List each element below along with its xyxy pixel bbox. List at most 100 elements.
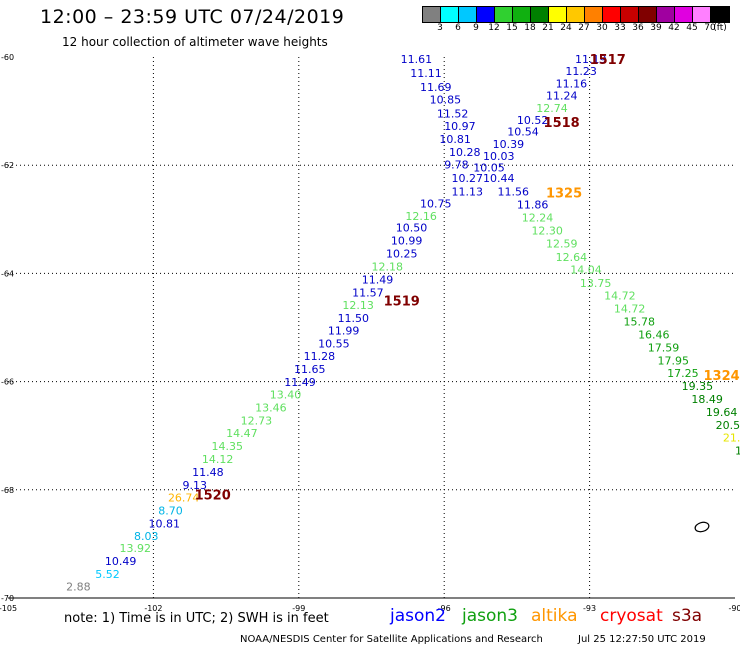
wave-height-label: 11.16	[556, 78, 588, 91]
track-number-label: 1518	[544, 116, 580, 131]
wave-height-label: 15.78	[624, 316, 656, 329]
colorbar-label: (ft)	[713, 23, 727, 33]
lat-tick-label: -66	[1, 378, 14, 387]
colorbar-label: 15	[506, 23, 518, 33]
colorbar-swatch	[711, 7, 729, 22]
lon-tick-label: -96	[438, 604, 451, 613]
wave-height-label: 11.49	[284, 376, 316, 389]
colorbar-swatch	[495, 7, 513, 22]
wave-height-label: 14.72	[604, 290, 636, 303]
colorbar-label: 21	[542, 23, 554, 33]
wave-height-label: 9.13	[182, 479, 207, 492]
colorbar-swatch	[603, 7, 621, 22]
wave-height-label: 11.86	[517, 199, 549, 212]
lon-tick-label: -105	[0, 604, 17, 613]
wave-height-label: 17.25	[667, 367, 699, 380]
colorbar-label: 3	[437, 23, 443, 33]
wave-height-label: 10.99	[391, 234, 423, 247]
colorbar-swatch	[549, 7, 567, 22]
wave-height-label: 14.35	[212, 440, 244, 453]
wave-height-label: 18.49	[691, 393, 723, 406]
wave-height-label: 11.48	[192, 466, 224, 479]
colorbar-swatch	[531, 7, 549, 22]
wave-height-label: 10.55	[318, 338, 350, 351]
wave-height-label: 10.44	[483, 172, 515, 185]
wave-height-label: 12.59	[546, 238, 578, 251]
wave-height-label: 10.28	[449, 146, 481, 159]
wave-height-label: 12.18	[372, 260, 404, 273]
colorbar-swatch	[693, 7, 711, 22]
colorbar-label: 9	[473, 23, 479, 33]
wave-height-label: 11.56	[498, 186, 529, 199]
footer-organization: NOAA/NESDIS Center for Satellite Applica…	[240, 634, 543, 645]
colorbar-label: 39	[650, 23, 662, 33]
colorbar-label: 70	[704, 23, 716, 33]
wave-height-label: 8.70	[158, 504, 183, 517]
wave-height-label: 14.72	[614, 303, 646, 316]
wave-height-label: 14.12	[202, 453, 234, 466]
wave-height-label: 12.30	[531, 225, 563, 238]
colorbar-label: 36	[632, 23, 644, 33]
colorbar-swatch	[513, 7, 531, 22]
island-outline	[694, 521, 710, 533]
wave-height-label: 16.46	[638, 329, 670, 342]
wave-height-label: 10.81	[439, 133, 471, 146]
track-number-label: 1325	[546, 186, 582, 201]
wave-height-label: 11.99	[328, 325, 360, 338]
wave-height-label: 10.97	[444, 120, 476, 133]
lon-tick-label: -99	[292, 604, 305, 613]
page-subtitle: 12 hour collection of altimeter wave hei…	[62, 35, 328, 49]
lat-tick-label: -60	[1, 53, 14, 62]
wave-height-label: 11.23	[565, 65, 597, 78]
wave-height-label: 19.35	[682, 380, 714, 393]
wave-height-label: 11.57	[352, 286, 384, 299]
wave-height-label: 11.65	[294, 363, 326, 376]
lon-tick-label: -93	[583, 604, 596, 613]
footer-timestamp: Jul 25 12:27:50 UTC 2019	[578, 634, 706, 645]
wave-height-label: 19.64	[706, 406, 738, 419]
colorbar-swatch	[639, 7, 657, 22]
colorbar-swatch	[477, 7, 495, 22]
wave-height-label: 10.81	[149, 517, 181, 530]
satellite-legend-item: jason3	[462, 606, 518, 626]
wave-height-label: 11.49	[362, 273, 394, 286]
wave-height-label: 11.13	[451, 186, 483, 199]
colorbar-label: 18	[524, 23, 536, 33]
wave-height-label: 13.75	[580, 277, 612, 290]
wave-height-label: 17.95	[657, 355, 689, 368]
colorbar-label: 45	[686, 23, 698, 33]
wave-height-label: 9.78	[444, 159, 469, 172]
wave-height-label: 12.74	[536, 102, 568, 115]
colorbar-label: 12	[488, 23, 500, 33]
wave-height-label: 11.69	[420, 81, 452, 94]
wave-height-label: 14.04	[570, 264, 602, 277]
wave-height-label: 2.88	[66, 581, 91, 594]
wave-height-label: 11.24	[546, 89, 578, 102]
colorbar-swatch	[459, 7, 477, 22]
satellite-legend-item: jason2	[390, 606, 446, 626]
wave-height-label: 10.39	[493, 138, 524, 151]
wave-height-label: 10.85	[430, 94, 462, 107]
wave-height-label: 10.27	[451, 172, 483, 185]
colorbar-swatch	[621, 7, 639, 22]
legend-note: note: 1) Time is in UTC; 2) SWH is in fe…	[64, 611, 329, 626]
wave-height-label: 13.92	[119, 542, 150, 555]
wave-height-label: 17.59	[648, 342, 680, 355]
track-labels: 1517 1518 1325 1519 1324 1520	[195, 53, 740, 504]
colorbar-label: 42	[668, 23, 680, 33]
track-number-label: 1519	[384, 294, 420, 309]
wave-height-label: 11.11	[410, 67, 442, 80]
lon-tick-label: -90	[728, 604, 740, 613]
wave-height-label: 10.50	[396, 221, 428, 234]
track-number-label: 1520	[195, 489, 231, 504]
colorbar-swatch	[585, 7, 603, 22]
colorbar-label: 6	[455, 23, 461, 33]
wave-height-label: 13.40	[270, 389, 302, 402]
colorbar-swatch	[423, 7, 441, 22]
page-title: 12:00 – 23:59 UTC 07/24/2019	[40, 6, 345, 28]
wave-height-label: 5.52	[95, 568, 120, 581]
lat-tick-label: -64	[1, 269, 14, 278]
wave-height-label: 21.12	[723, 431, 740, 444]
lat-tick-label: -62	[1, 161, 14, 170]
colorbar-label: 27	[578, 23, 590, 33]
